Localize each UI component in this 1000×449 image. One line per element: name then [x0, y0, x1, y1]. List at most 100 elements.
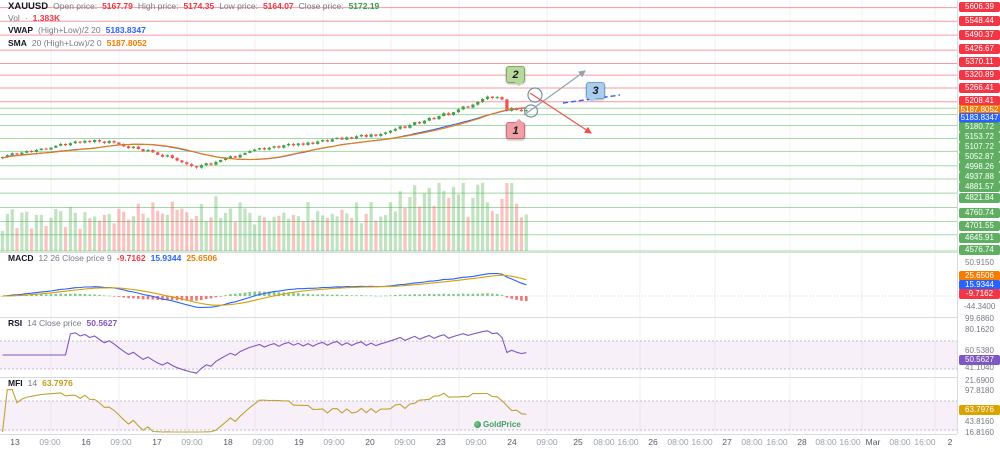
low-label: Low price: — [219, 1, 258, 11]
time-label: 08:00 — [889, 437, 911, 447]
time-label: 09:00 — [110, 437, 132, 447]
high-label: High price: — [137, 1, 179, 11]
symbol-name: XAUUSD — [8, 1, 49, 12]
price-badge: 4645.91 — [959, 233, 1000, 243]
time-label: 16 — [81, 437, 91, 447]
time-label: 08:00 — [593, 437, 615, 447]
vwap-value: 5183.8347 — [105, 25, 146, 35]
watermark: GoldPrice — [474, 420, 521, 429]
price-badge: 5187.8052 — [959, 105, 1000, 115]
symbol-legend[interactable]: XAUUSD Open price: 5167.79 High price: 5… — [8, 1, 379, 12]
time-label: 08:00 — [815, 437, 837, 447]
price-badge: 5548.44 — [959, 16, 1000, 26]
time-label: 09:00 — [39, 437, 61, 447]
mfi-label: MFI — [8, 378, 23, 388]
price-badge: -9.7162 — [959, 289, 1000, 299]
time-label: 17 — [152, 437, 162, 447]
price-badge: 5606.39 — [959, 2, 1000, 12]
rsi-legend[interactable]: RSI 14 Close price 50.5627 — [8, 318, 117, 328]
annotation-bubble-1[interactable]: 1 — [506, 122, 525, 139]
vwap-label: VWAP — [8, 25, 34, 35]
time-label: 09:00 — [181, 437, 203, 447]
axis-value: 50.9150 — [965, 258, 994, 267]
axis-value: 43.8160 — [965, 417, 994, 426]
mfi-legend[interactable]: MFI 14 63.7976 — [8, 378, 73, 388]
time-label: 16:00 — [691, 437, 713, 447]
price-badge: 5153.72 — [959, 132, 1000, 142]
time-label: 08:00 — [667, 437, 689, 447]
volume-label: Vol — [8, 13, 20, 23]
watermark-logo-icon — [474, 421, 481, 428]
axis-value: 97.8180 — [965, 386, 994, 395]
axis-value: 16.8160 — [965, 428, 994, 437]
price-badge: 25.6506 — [959, 271, 1000, 281]
price-badge: 5180.72 — [959, 122, 1000, 132]
axis-value: -44.3400 — [963, 302, 996, 311]
axis-value: 60.5380 — [965, 346, 994, 355]
rsi-label: RSI — [8, 318, 23, 328]
open-value: 5167.79 — [102, 1, 133, 11]
vwap-legend[interactable]: VWAP (High+Low)/2 20 5183.8347 — [8, 25, 146, 35]
price-badge: 63.7976 — [959, 405, 1000, 415]
axis-value: 80.1620 — [965, 325, 994, 334]
price-badge: 50.5627 — [959, 355, 1000, 365]
price-axis[interactable]: 5606.39 5548.44 5490.37 5426.67 5370.11 5320.… — [957, 0, 1000, 437]
time-label: 16:00 — [617, 437, 639, 447]
time-label: 25 — [573, 437, 583, 447]
macd-line-value: 15.9344 — [150, 253, 182, 263]
price-badge: 5107.72 — [959, 142, 1000, 152]
time-label: 26 — [648, 437, 658, 447]
time-label: 2 — [947, 437, 953, 447]
price-badge: 15.9344 — [959, 280, 1000, 290]
sma-params: 20 (High+Low)/2 0 — [31, 38, 102, 48]
time-label: 09:00 — [394, 437, 416, 447]
vwap-params: (High+Low)/2 20 — [38, 25, 101, 35]
volume-legend[interactable]: Vol · 1.383K — [8, 13, 60, 23]
price-badge: 5320.89 — [959, 70, 1000, 80]
time-label: 18 — [223, 437, 233, 447]
macd-legend[interactable]: MACD 12 26 Close price 9 -9.7162 15.9344… — [8, 253, 217, 263]
price-badge: 5266.41 — [959, 83, 1000, 93]
macd-hist-value: -9.7162 — [116, 253, 146, 263]
sma-legend[interactable]: SMA 20 (High+Low)/2 0 5187.8052 — [8, 38, 147, 48]
mfi-params: 14 — [27, 378, 38, 388]
price-badge: 4576.74 — [959, 245, 1000, 255]
close-value: 5172.19 — [348, 1, 380, 11]
price-badge: 5370.11 — [959, 57, 1000, 67]
volume-separator: · — [24, 13, 28, 23]
price-badge: 4760.74 — [959, 208, 1000, 218]
volume-value: 1.383K — [32, 13, 61, 23]
rsi-value: 50.5627 — [86, 318, 118, 328]
price-badge: 4821.84 — [959, 193, 1000, 203]
time-label: 19 — [294, 437, 304, 447]
close-label: Close price: — [298, 1, 344, 11]
time-axis[interactable]: 13 09:00 16 09:00 17 09:00 18 09:00 19 09:00 20 09:… — [0, 434, 957, 449]
price-badge: 4701.55 — [959, 221, 1000, 231]
time-label: 09:00 — [252, 437, 274, 447]
time-label: 23 — [436, 437, 446, 447]
price-badge: 5490.37 — [959, 30, 1000, 40]
mfi-value: 63.7976 — [42, 378, 73, 388]
annotation-bubble-3[interactable]: 3 — [586, 82, 605, 99]
macd-signal-value: 25.6506 — [186, 253, 218, 263]
time-label: 09:00 — [465, 437, 487, 447]
time-label: 20 — [365, 437, 375, 447]
price-badge: 5183.8347 — [959, 113, 1000, 123]
price-badge: 5052.87 — [959, 152, 1000, 162]
macd-params: 12 26 Close price 9 — [38, 253, 112, 263]
time-label: 16:00 — [839, 437, 861, 447]
price-badge: 5208.41 — [959, 96, 1000, 106]
sma-label: SMA — [8, 38, 27, 48]
annotation-bubble-2[interactable]: 2 — [506, 66, 525, 83]
time-label: 24 — [507, 437, 517, 447]
axis-value: 21.6900 — [965, 376, 994, 385]
time-label: 27 — [722, 437, 732, 447]
price-badge: 4998.26 — [959, 162, 1000, 172]
axis-value: 41.1040 — [965, 363, 994, 372]
time-label: 09:00 — [536, 437, 558, 447]
high-value: 5174.35 — [183, 1, 215, 11]
macd-label: MACD — [8, 253, 34, 263]
low-value: 5164.07 — [262, 1, 294, 11]
